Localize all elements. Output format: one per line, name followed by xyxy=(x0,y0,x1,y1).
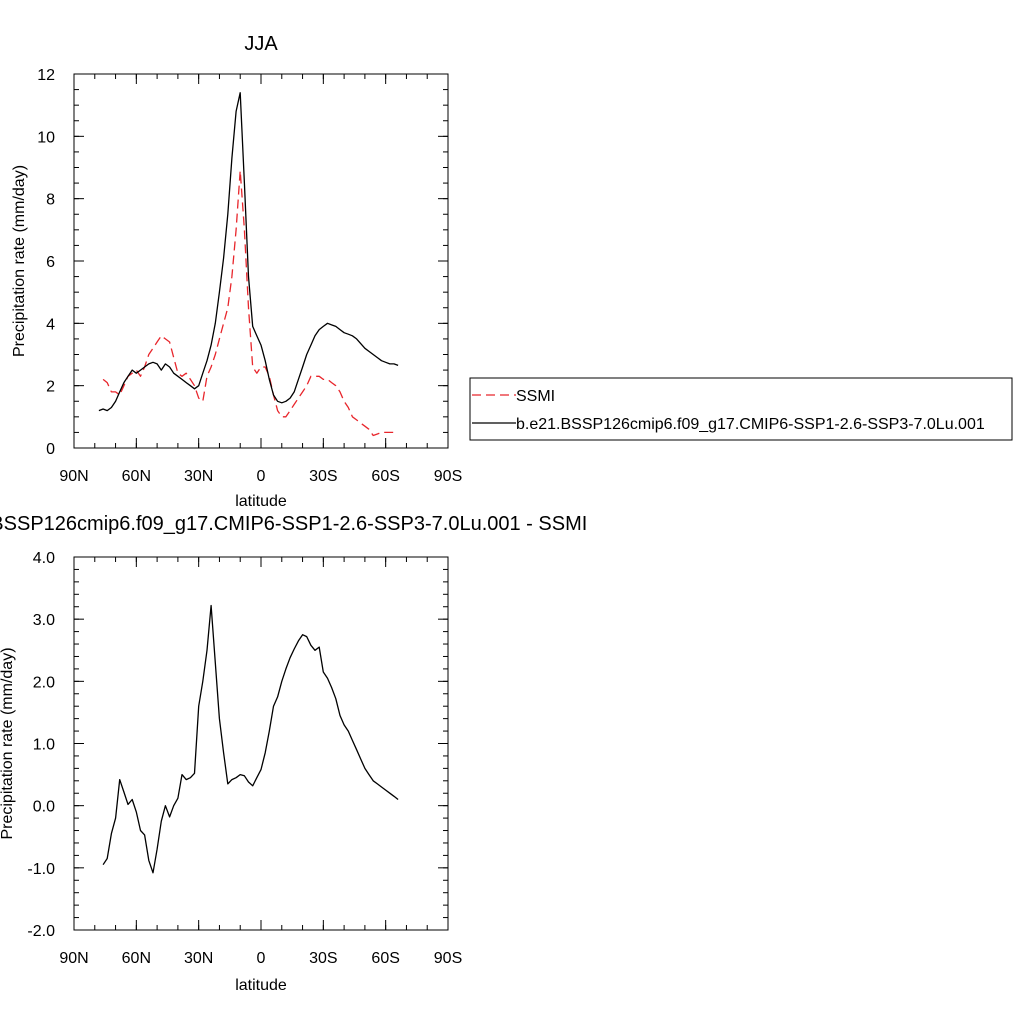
y-axis-label: Precipitation rate (mm/day) xyxy=(11,165,28,357)
x-tick-label: 30N xyxy=(184,468,213,485)
x-tick-label: 0 xyxy=(257,950,266,967)
legend-box xyxy=(469,377,1013,441)
x-tick-label: 90N xyxy=(59,950,88,967)
y-tick-label: 3.0 xyxy=(33,612,55,629)
x-axis-label: latitude xyxy=(235,977,287,994)
x-tick-label: 30S xyxy=(309,468,337,485)
y-tick-label: 12 xyxy=(37,67,55,84)
legend: SSMI b.e21.BSSP126cmip6.f09_g17.CMIP6-SSP… xyxy=(469,377,1013,441)
plot-frame xyxy=(73,556,449,931)
series-line-0 xyxy=(102,604,399,874)
x-tick-label: 90N xyxy=(59,468,88,485)
chart-title: JJA xyxy=(244,33,278,55)
y-tick-label: 2.0 xyxy=(33,674,55,691)
x-tick-label: 60S xyxy=(371,950,399,967)
x-tick-label: 0 xyxy=(257,468,266,485)
x-tick-label: 30N xyxy=(184,950,213,967)
y-tick-label: 10 xyxy=(37,129,55,146)
y-tick-label: 0 xyxy=(46,441,55,458)
legend-label: SSMI xyxy=(516,388,555,405)
y-tick-label: -1.0 xyxy=(27,861,55,878)
series-line-1 xyxy=(98,92,399,412)
x-tick-label: 30S xyxy=(309,950,337,967)
y-axis-label: Precipitation rate (mm/day) xyxy=(0,647,16,839)
chart-bottom: 90N 60N 30N 0 30S 60S 90S -2.0 -1.0 0.0 1.0 2.0 3.0 4… xyxy=(0,513,587,994)
y-tick-label: 1.0 xyxy=(33,737,55,754)
x-tick-label: 60S xyxy=(371,468,399,485)
y-tick-label: 4 xyxy=(46,316,55,333)
legend-label: b.e21.BSSP126cmip6.f09_g17.CMIP6-SSP1-2.… xyxy=(516,416,985,433)
y-tick-label: 0.0 xyxy=(33,799,55,816)
y-tick-label: -2.0 xyxy=(27,923,55,940)
x-axis-label: latitude xyxy=(235,493,287,510)
plot-frame xyxy=(73,73,449,449)
series-line-0 xyxy=(102,169,399,437)
chart-title: b.e21.BSSP126cmip6.f09_g17.CMIP6-SSP1-2.… xyxy=(0,513,587,535)
x-tick-label: 60N xyxy=(122,468,151,485)
x-tick-label: 60N xyxy=(122,950,151,967)
x-tick-label: 90S xyxy=(434,950,462,967)
y-tick-label: 8 xyxy=(46,192,55,209)
chart-top: 90N 60N 30N 0 30S 60S 90S 0 2 4 6 8 10 12 JJA latitude P… xyxy=(11,33,462,510)
y-tick-label: 2 xyxy=(46,379,55,396)
x-tick-label: 90S xyxy=(434,468,462,485)
y-tick-label: 6 xyxy=(46,254,55,271)
y-tick-label: 4.0 xyxy=(33,550,55,567)
